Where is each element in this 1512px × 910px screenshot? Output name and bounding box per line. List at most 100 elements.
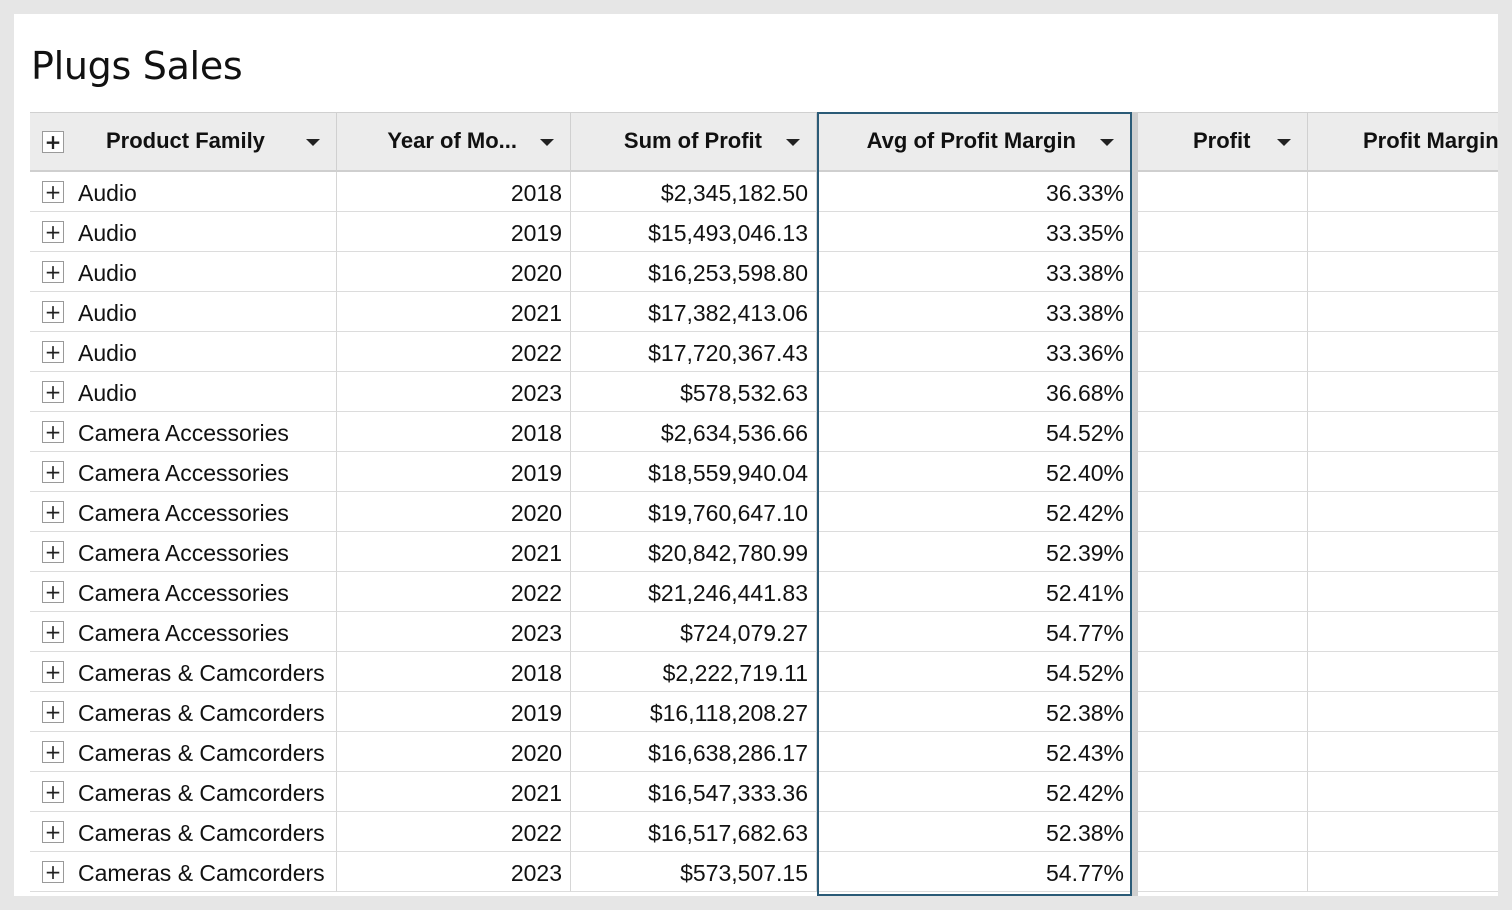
- cell-profit-margin[interactable]: [1308, 412, 1498, 452]
- cell-year[interactable]: 2022: [337, 812, 571, 852]
- cell-sum-of-profit[interactable]: $19,760,647.10: [571, 492, 817, 532]
- cell-profit-margin[interactable]: [1308, 452, 1498, 492]
- table-row[interactable]: + Cameras & Camcorders 2023 $573,507.15 54.7…: [30, 852, 1498, 892]
- cell-profit-margin[interactable]: [1308, 692, 1498, 732]
- cell-year[interactable]: 2023: [337, 852, 571, 892]
- cell-avg-profit-margin[interactable]: 52.39%: [817, 532, 1132, 572]
- cell-avg-profit-margin[interactable]: 54.77%: [817, 612, 1132, 652]
- cell-profit[interactable]: [1138, 572, 1308, 612]
- expand-row-plus-icon[interactable]: +: [42, 581, 64, 603]
- cell-profit-margin[interactable]: [1308, 572, 1498, 612]
- cell-profit-margin[interactable]: [1308, 372, 1498, 412]
- cell-sum-of-profit[interactable]: $16,118,208.27: [571, 692, 817, 732]
- table-row[interactable]: + Camera Accessories 2022 $21,246,441.83 52.…: [30, 572, 1498, 612]
- cell-avg-profit-margin[interactable]: 52.40%: [817, 452, 1132, 492]
- expand-row-plus-icon[interactable]: +: [42, 741, 64, 763]
- column-header-avg-profit-margin[interactable]: Avg of Profit Margin: [817, 112, 1132, 172]
- cell-profit-margin[interactable]: [1308, 172, 1498, 212]
- cell-year[interactable]: 2018: [337, 172, 571, 212]
- cell-avg-profit-margin[interactable]: 36.68%: [817, 372, 1132, 412]
- expand-row-plus-icon[interactable]: +: [42, 701, 64, 723]
- cell-year[interactable]: 2021: [337, 532, 571, 572]
- cell-profit[interactable]: [1138, 492, 1308, 532]
- cell-avg-profit-margin[interactable]: 36.33%: [817, 172, 1132, 212]
- expand-row-plus-icon[interactable]: +: [42, 861, 64, 883]
- cell-sum-of-profit[interactable]: $2,634,536.66: [571, 412, 817, 452]
- expand-all-plus-icon[interactable]: +: [42, 131, 64, 153]
- cell-profit[interactable]: [1138, 292, 1308, 332]
- cell-profit[interactable]: [1138, 332, 1308, 372]
- table-row[interactable]: + Cameras & Camcorders 2019 $16,118,208.27 5…: [30, 692, 1498, 732]
- caret-down-icon[interactable]: [786, 139, 800, 146]
- expand-row-plus-icon[interactable]: +: [42, 341, 64, 363]
- cell-product-family[interactable]: + Audio: [30, 252, 337, 292]
- cell-sum-of-profit[interactable]: $2,222,719.11: [571, 652, 817, 692]
- expand-row-plus-icon[interactable]: +: [42, 301, 64, 323]
- cell-avg-profit-margin[interactable]: 52.42%: [817, 492, 1132, 532]
- expand-row-plus-icon[interactable]: +: [42, 221, 64, 243]
- table-row[interactable]: + Audio 2019 $15,493,046.13 33.35%: [30, 212, 1498, 252]
- cell-product-family[interactable]: + Camera Accessories: [30, 572, 337, 612]
- cell-profit-margin[interactable]: [1308, 252, 1498, 292]
- cell-sum-of-profit[interactable]: $2,345,182.50: [571, 172, 817, 212]
- cell-product-family[interactable]: + Camera Accessories: [30, 492, 337, 532]
- cell-year[interactable]: 2019: [337, 452, 571, 492]
- cell-year[interactable]: 2022: [337, 572, 571, 612]
- expand-row-plus-icon[interactable]: +: [42, 501, 64, 523]
- cell-product-family[interactable]: + Cameras & Camcorders: [30, 652, 337, 692]
- expand-row-plus-icon[interactable]: +: [42, 781, 64, 803]
- table-row[interactable]: + Camera Accessories 2023 $724,079.27 54.77%: [30, 612, 1498, 652]
- cell-sum-of-profit[interactable]: $16,547,333.36: [571, 772, 817, 812]
- cell-profit-margin[interactable]: [1308, 532, 1498, 572]
- column-header-sum-of-profit[interactable]: Sum of Profit: [571, 112, 817, 172]
- cell-avg-profit-margin[interactable]: 52.38%: [817, 812, 1132, 852]
- cell-product-family[interactable]: + Cameras & Camcorders: [30, 852, 337, 892]
- table-row[interactable]: + Audio 2022 $17,720,367.43 33.36%: [30, 332, 1498, 372]
- expand-row-plus-icon[interactable]: +: [42, 421, 64, 443]
- cell-avg-profit-margin[interactable]: 33.38%: [817, 292, 1132, 332]
- cell-profit[interactable]: [1138, 452, 1308, 492]
- caret-down-icon[interactable]: [306, 139, 320, 146]
- expand-row-plus-icon[interactable]: +: [42, 661, 64, 683]
- table-row[interactable]: + Cameras & Camcorders 2018 $2,222,719.11 54…: [30, 652, 1498, 692]
- table-row[interactable]: + Camera Accessories 2021 $20,842,780.99 52.…: [30, 532, 1498, 572]
- cell-year[interactable]: 2021: [337, 772, 571, 812]
- cell-year[interactable]: 2023: [337, 612, 571, 652]
- cell-product-family[interactable]: + Cameras & Camcorders: [30, 812, 337, 852]
- cell-year[interactable]: 2023: [337, 372, 571, 412]
- table-row[interactable]: + Camera Accessories 2019 $18,559,940.04 52.…: [30, 452, 1498, 492]
- column-header-profit-margin[interactable]: Profit Margin: [1308, 112, 1498, 172]
- cell-year[interactable]: 2021: [337, 292, 571, 332]
- caret-down-icon[interactable]: [540, 139, 554, 146]
- cell-avg-profit-margin[interactable]: 54.77%: [817, 852, 1132, 892]
- cell-profit[interactable]: [1138, 812, 1308, 852]
- caret-down-icon[interactable]: [1277, 139, 1291, 146]
- cell-sum-of-profit[interactable]: $573,507.15: [571, 852, 817, 892]
- cell-profit-margin[interactable]: [1308, 212, 1498, 252]
- column-header-profit[interactable]: Profit: [1138, 112, 1308, 172]
- cell-profit-margin[interactable]: [1308, 652, 1498, 692]
- cell-product-family[interactable]: + Camera Accessories: [30, 452, 337, 492]
- cell-avg-profit-margin[interactable]: 33.35%: [817, 212, 1132, 252]
- cell-sum-of-profit[interactable]: $16,638,286.17: [571, 732, 817, 772]
- table-row[interactable]: + Cameras & Camcorders 2022 $16,517,682.63 5…: [30, 812, 1498, 852]
- cell-sum-of-profit[interactable]: $578,532.63: [571, 372, 817, 412]
- cell-product-family[interactable]: + Camera Accessories: [30, 532, 337, 572]
- cell-profit-margin[interactable]: [1308, 732, 1498, 772]
- table-row[interactable]: + Audio 2020 $16,253,598.80 33.38%: [30, 252, 1498, 292]
- cell-sum-of-profit[interactable]: $18,559,940.04: [571, 452, 817, 492]
- cell-profit[interactable]: [1138, 172, 1308, 212]
- table-row[interactable]: + Camera Accessories 2018 $2,634,536.66 54.5…: [30, 412, 1498, 452]
- cell-sum-of-profit[interactable]: $16,517,682.63: [571, 812, 817, 852]
- cell-profit-margin[interactable]: [1308, 612, 1498, 652]
- table-row[interactable]: + Audio 2021 $17,382,413.06 33.38%: [30, 292, 1498, 332]
- cell-product-family[interactable]: + Cameras & Camcorders: [30, 772, 337, 812]
- expand-row-plus-icon[interactable]: +: [42, 621, 64, 643]
- cell-avg-profit-margin[interactable]: 52.43%: [817, 732, 1132, 772]
- cell-profit-margin[interactable]: [1308, 492, 1498, 532]
- cell-profit-margin[interactable]: [1308, 772, 1498, 812]
- expand-row-plus-icon[interactable]: +: [42, 541, 64, 563]
- cell-year[interactable]: 2018: [337, 412, 571, 452]
- cell-product-family[interactable]: + Audio: [30, 332, 337, 372]
- cell-avg-profit-margin[interactable]: 33.38%: [817, 252, 1132, 292]
